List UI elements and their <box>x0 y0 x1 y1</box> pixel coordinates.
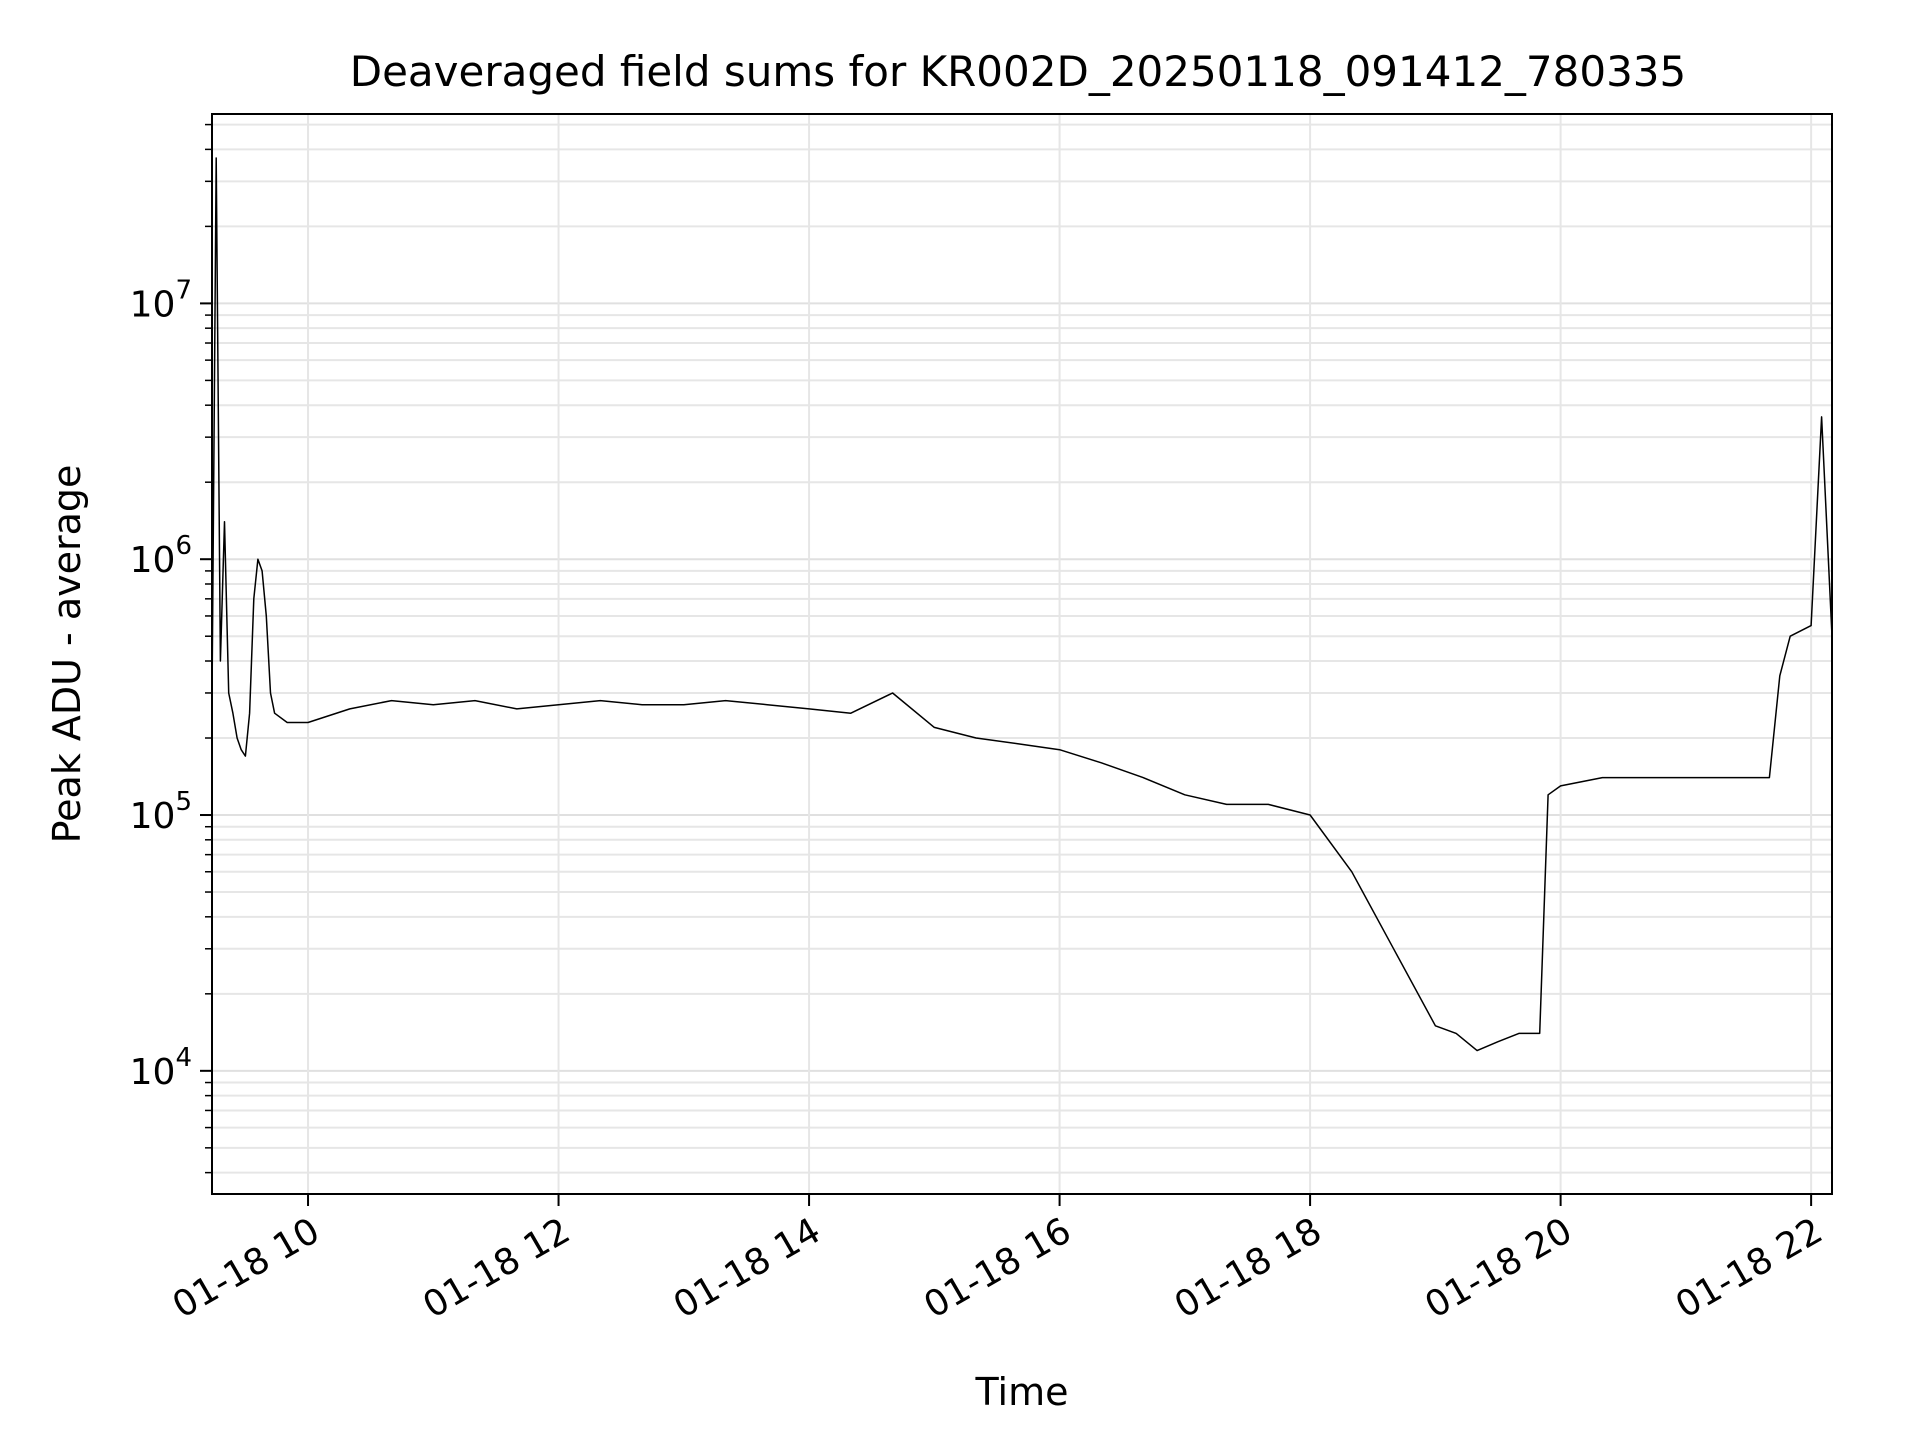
x-tick-label: 01-18 18 <box>1168 1210 1329 1326</box>
y-tick-label: 105 <box>130 787 192 837</box>
plot-frame <box>211 113 1833 1195</box>
x-tick-label: 01-18 10 <box>166 1210 327 1326</box>
y-axis-label: Peak ADU - average <box>45 465 89 844</box>
x-tick-label: 01-18 22 <box>1669 1210 1830 1326</box>
x-tick-label: 01-18 12 <box>416 1210 577 1326</box>
grid-major <box>212 114 1832 1194</box>
x-axis-label: Time <box>975 1370 1069 1414</box>
x-tick-label: 01-18 16 <box>917 1210 1078 1326</box>
y-axis: 104 105 106 107 <box>130 123 212 1174</box>
x-axis: 01-18 10 01-18 12 01-18 14 01-18 16 01-18 18… <box>166 1194 1830 1327</box>
x-tick-label: 01-18 14 <box>667 1210 828 1326</box>
series-line-0 <box>211 157 1833 1052</box>
y-tick-label: 107 <box>130 275 192 325</box>
chart-title: Deaveraged field sums for KR002D_2025011… <box>350 47 1687 96</box>
grid-minor <box>212 123 1832 1174</box>
x-tick-label: 01-18 20 <box>1418 1210 1579 1326</box>
series-layer <box>211 157 1833 1052</box>
y-tick-label: 106 <box>130 531 192 581</box>
y-tick-label: 104 <box>130 1043 192 1093</box>
